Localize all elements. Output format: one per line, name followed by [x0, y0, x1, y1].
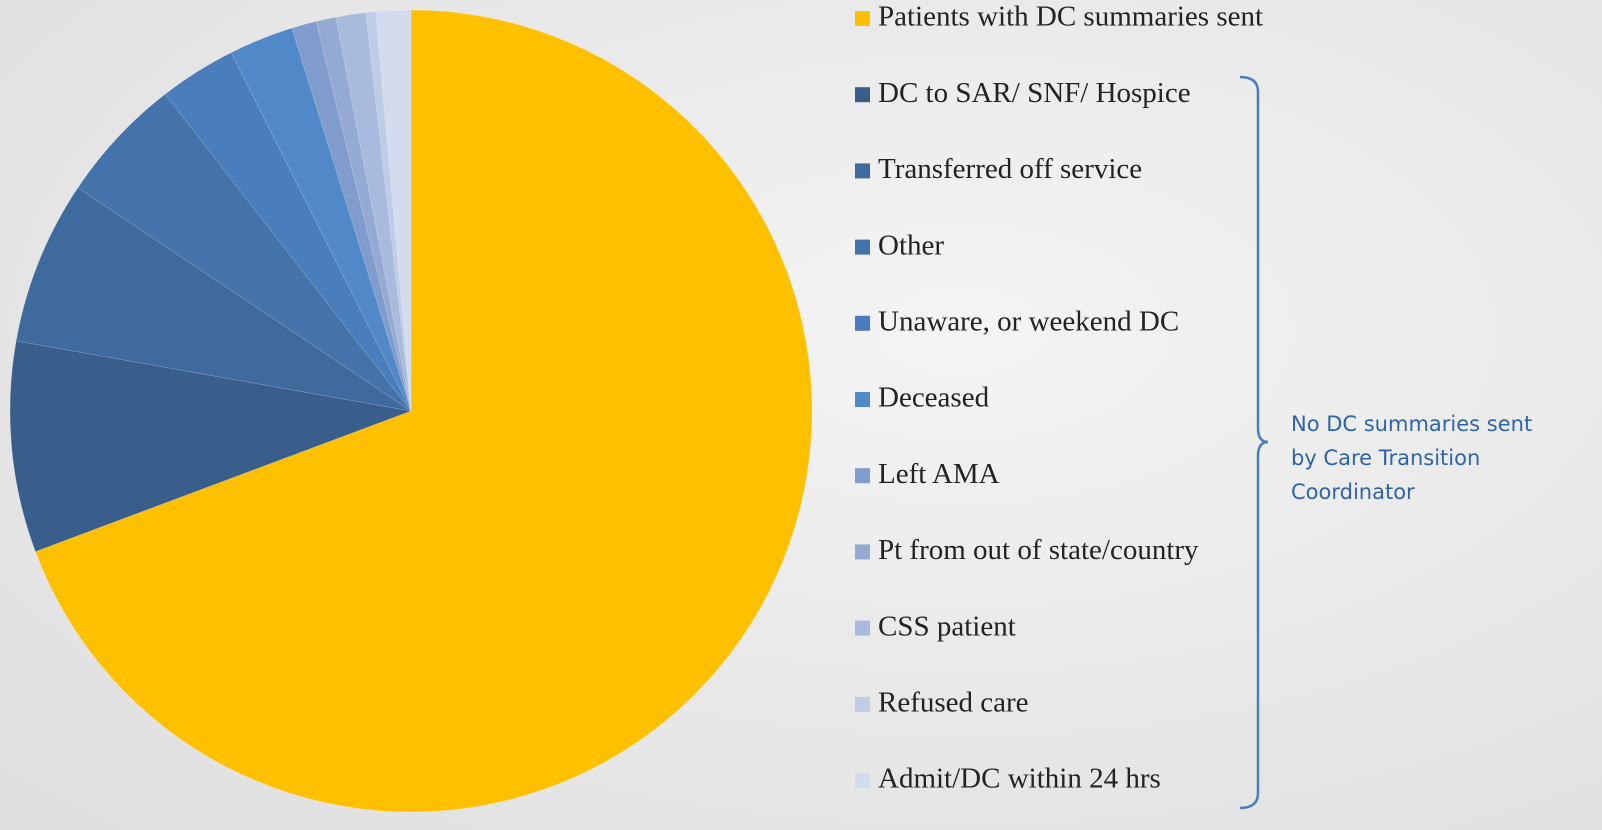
legend-label: CSS patient — [878, 610, 1016, 642]
legend-label: Transferred off service — [878, 153, 1142, 185]
legend-label: Refused care — [878, 686, 1029, 718]
legend-swatch — [855, 696, 870, 712]
legend-swatch — [855, 11, 870, 26]
pie-slice — [35, 9, 813, 813]
pie-slice — [164, 52, 412, 412]
pie-slice — [9, 340, 412, 552]
annotation: No DC summaries sent — [1291, 412, 1532, 436]
pie-slice — [335, 12, 412, 412]
legend-label: Admit/DC within 24 hrs — [878, 763, 1161, 795]
pie-slice — [375, 9, 412, 412]
legend-label: Unaware, or weekend DC — [878, 305, 1179, 337]
legend-label: Patients with DC summaries sent — [878, 1, 1263, 33]
bracket — [1239, 75, 1269, 810]
legend-swatch — [855, 773, 870, 788]
legend-label: Left AMA — [878, 458, 1000, 490]
legend-label: DC to SAR/ SNF/ Hospice — [878, 77, 1191, 109]
legend-label: Deceased — [878, 382, 990, 414]
pie-slice — [291, 21, 412, 412]
pie-slice — [230, 27, 412, 412]
legend-label: Other — [878, 229, 944, 261]
legend-swatch — [855, 544, 870, 560]
legend-swatch — [855, 163, 870, 179]
pie-slice — [15, 187, 412, 412]
pie-slice — [77, 93, 412, 412]
annotation: by Care Transition — [1291, 446, 1480, 470]
legend-swatch — [855, 468, 870, 484]
legend-swatch — [855, 315, 870, 331]
pie-slice — [315, 16, 412, 412]
annotation: Coordinator — [1291, 480, 1415, 504]
legend-swatch — [855, 392, 870, 407]
legend-label: Pt from out of state/country — [878, 534, 1199, 566]
pie-slice — [365, 11, 412, 412]
legend-swatch — [855, 87, 870, 103]
legend-swatch — [855, 239, 870, 255]
legend-swatch — [855, 620, 870, 636]
